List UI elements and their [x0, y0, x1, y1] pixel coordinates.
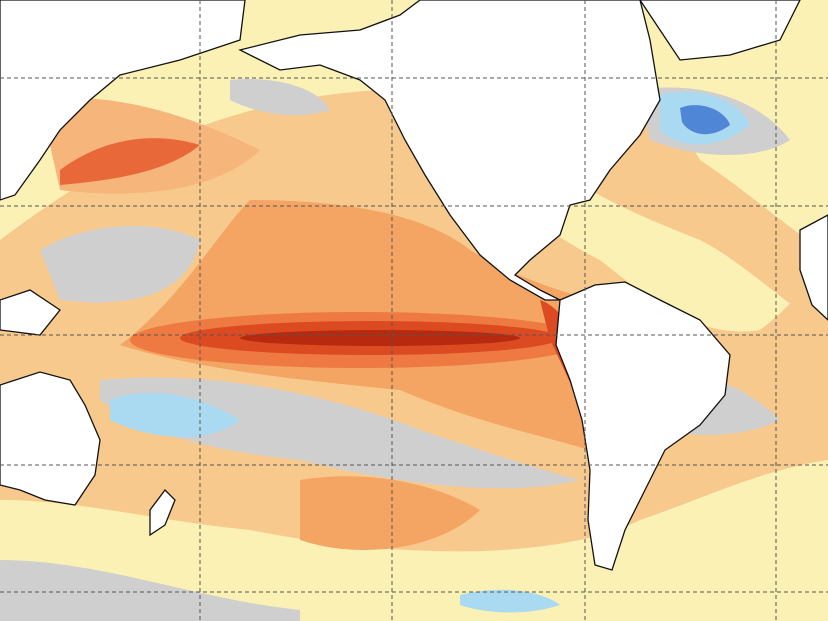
australia [0, 371, 101, 506]
dark-red-region [240, 330, 520, 346]
land-masses [0, 0, 828, 571]
blue-region [110, 392, 240, 437]
africa [799, 214, 828, 321]
blue-region [460, 589, 560, 613]
north-america [238, 0, 661, 301]
red-region [60, 138, 200, 185]
cool-anomaly-areas [110, 91, 750, 613]
dark-blue-region [680, 105, 730, 135]
gray-region [230, 79, 330, 116]
maritime-southeast-asia [0, 289, 61, 336]
asia [0, 0, 246, 201]
gray-region [40, 226, 200, 303]
new-zealand [149, 489, 176, 537]
greenland [639, 0, 801, 61]
gray-region [0, 560, 300, 621]
gray-region [100, 377, 580, 489]
south-america [555, 281, 731, 571]
orange-region [300, 476, 480, 550]
